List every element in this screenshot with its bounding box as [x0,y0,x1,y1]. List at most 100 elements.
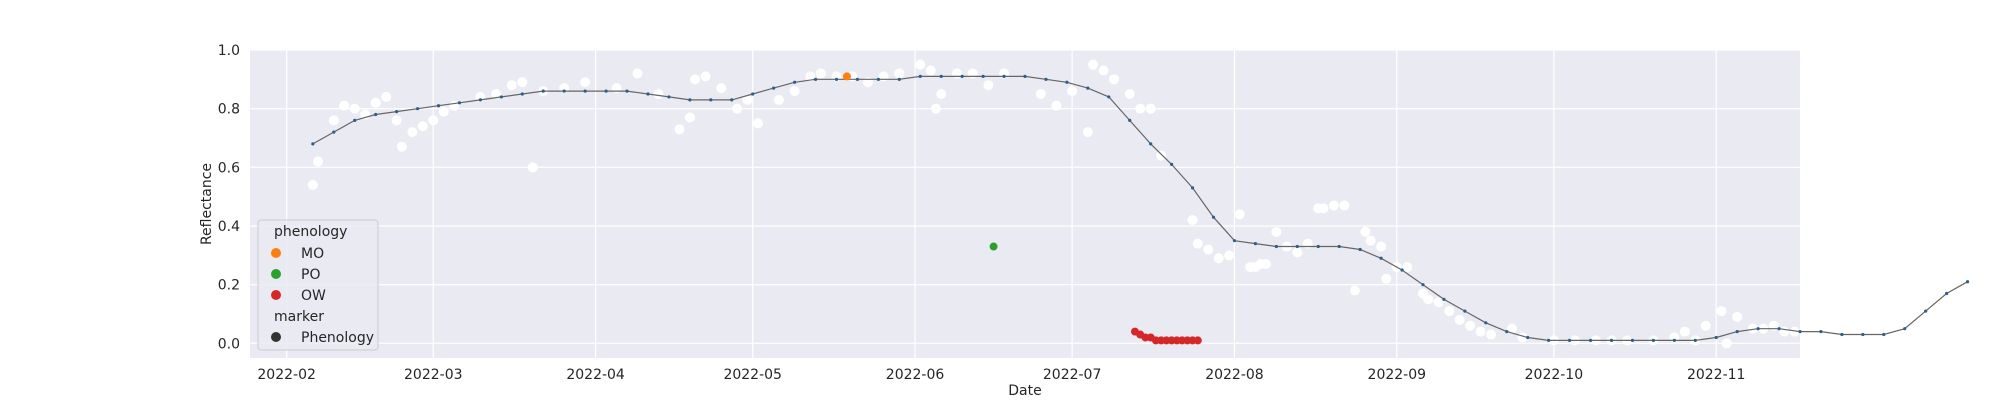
phenology-mo-point [842,72,851,81]
x-tick-label: 2022-04 [566,367,625,383]
smoothed-curve-point [1567,338,1572,342]
observation-point [1454,314,1465,325]
observation-point [1747,323,1758,334]
smoothed-curve-point [688,98,692,102]
smoothed-curve-point [562,89,566,93]
smoothed-curve-point [499,95,503,99]
smoothed-curve-point [1379,256,1383,260]
observation-point [925,65,936,76]
observation-point [1051,100,1062,111]
observation-point [936,89,947,99]
legend-hue-title: phenology [274,224,347,240]
observation-point [449,100,460,111]
smoothed-curve-point [604,89,608,93]
legend-ow-label: OW [301,288,326,304]
smoothed-curve-point [415,107,420,111]
observation-point [1444,306,1455,317]
observation-point [815,68,826,79]
observation-points [307,59,2000,349]
observation-point [789,86,800,97]
smoothed-curve-point [709,98,713,102]
observation-point [438,106,449,117]
observation-point [684,112,695,123]
smoothed-curve-point [583,89,587,93]
smoothed-curve-point [395,110,399,114]
smoothed-curve-point [792,80,797,84]
x-tick-label: 2022-08 [1205,367,1264,383]
smoothed-curve-point [541,89,545,93]
smoothed-curve-point [1149,142,1153,146]
observation-point [417,121,428,132]
observation-point [1292,247,1303,258]
observation-point [1260,259,1271,270]
observation-point [1318,203,1329,214]
observation-point [1381,273,1392,284]
observation-point [1328,200,1339,211]
observation-point [1349,285,1360,296]
observation-point [653,89,664,99]
smoothed-curve-point [1547,338,1551,342]
y-axis-label: Reflectance [199,163,215,245]
observation-point [1213,253,1224,264]
smoothed-curve-point [730,98,734,102]
smoothed-curve-point [1672,338,1676,342]
smoothed-curve-point [981,74,985,78]
observation-point [1339,200,1350,211]
observation-point [1836,323,1847,334]
smoothed-curve-point [813,77,818,81]
observation-point [1433,297,1444,308]
smoothed-curve-point [1609,338,1614,342]
smoothed-curve-point [1777,327,1781,331]
smoothed-curve-point [1065,80,1069,84]
phenology-points [842,72,1202,345]
smoothed-curve-point [1651,338,1655,342]
observation-point [1402,262,1413,273]
smoothed-curve-point [1588,338,1593,342]
observation-point [1931,329,1942,340]
observation-point [491,89,502,99]
observation-point [407,127,418,138]
observation-point [1365,235,1376,246]
observation-point [1088,59,1099,70]
smoothed-curve-point [1086,86,1090,90]
smoothed-curve-point [1630,338,1635,342]
observation-point [349,103,360,114]
legend-mo-marker [271,248,281,258]
observation-point [1800,332,1811,343]
observation-point [1789,326,1800,337]
smoothed-curve-point [1463,309,1467,313]
x-tick-labels: 2022-02 2022-03 2022-04 2022-05 2022-06 2022-… [257,367,1745,383]
smoothed-curve-point [457,101,462,105]
observation-point [930,103,941,114]
smoothed-curve-point [1232,239,1237,243]
smoothed-curve [311,74,1970,342]
observation-point [674,124,685,135]
legend-phenology-marker [271,332,281,342]
observation-point [527,162,538,173]
smoothed-curve-point [1107,95,1111,99]
observation-point [1821,329,1832,340]
observation-point [1732,311,1743,322]
observation-point [1035,89,1046,99]
smoothed-curve-point [918,74,922,78]
observation-point [391,115,402,126]
smoothed-curve-point [1316,244,1320,249]
observation-point [632,68,643,79]
observation-point [894,68,905,79]
observation-point [983,80,994,91]
observation-point [731,103,742,114]
observation-point [1915,332,1926,343]
observation-point [339,100,350,111]
observation-point [1156,150,1167,161]
legend-mo-label: MO [301,246,324,262]
smoothed-curve-point [1965,280,1970,284]
smoothed-curve-point [1421,283,1425,287]
smoothed-curve-point [1170,162,1174,166]
observation-point [1679,326,1690,337]
legend-ow-marker [271,290,281,300]
observation-point [1889,332,1900,343]
legend-box [257,219,379,351]
smoothed-curve-point [374,112,378,117]
x-tick-label: 2022-07 [1043,367,1102,383]
observation-point [313,156,324,167]
